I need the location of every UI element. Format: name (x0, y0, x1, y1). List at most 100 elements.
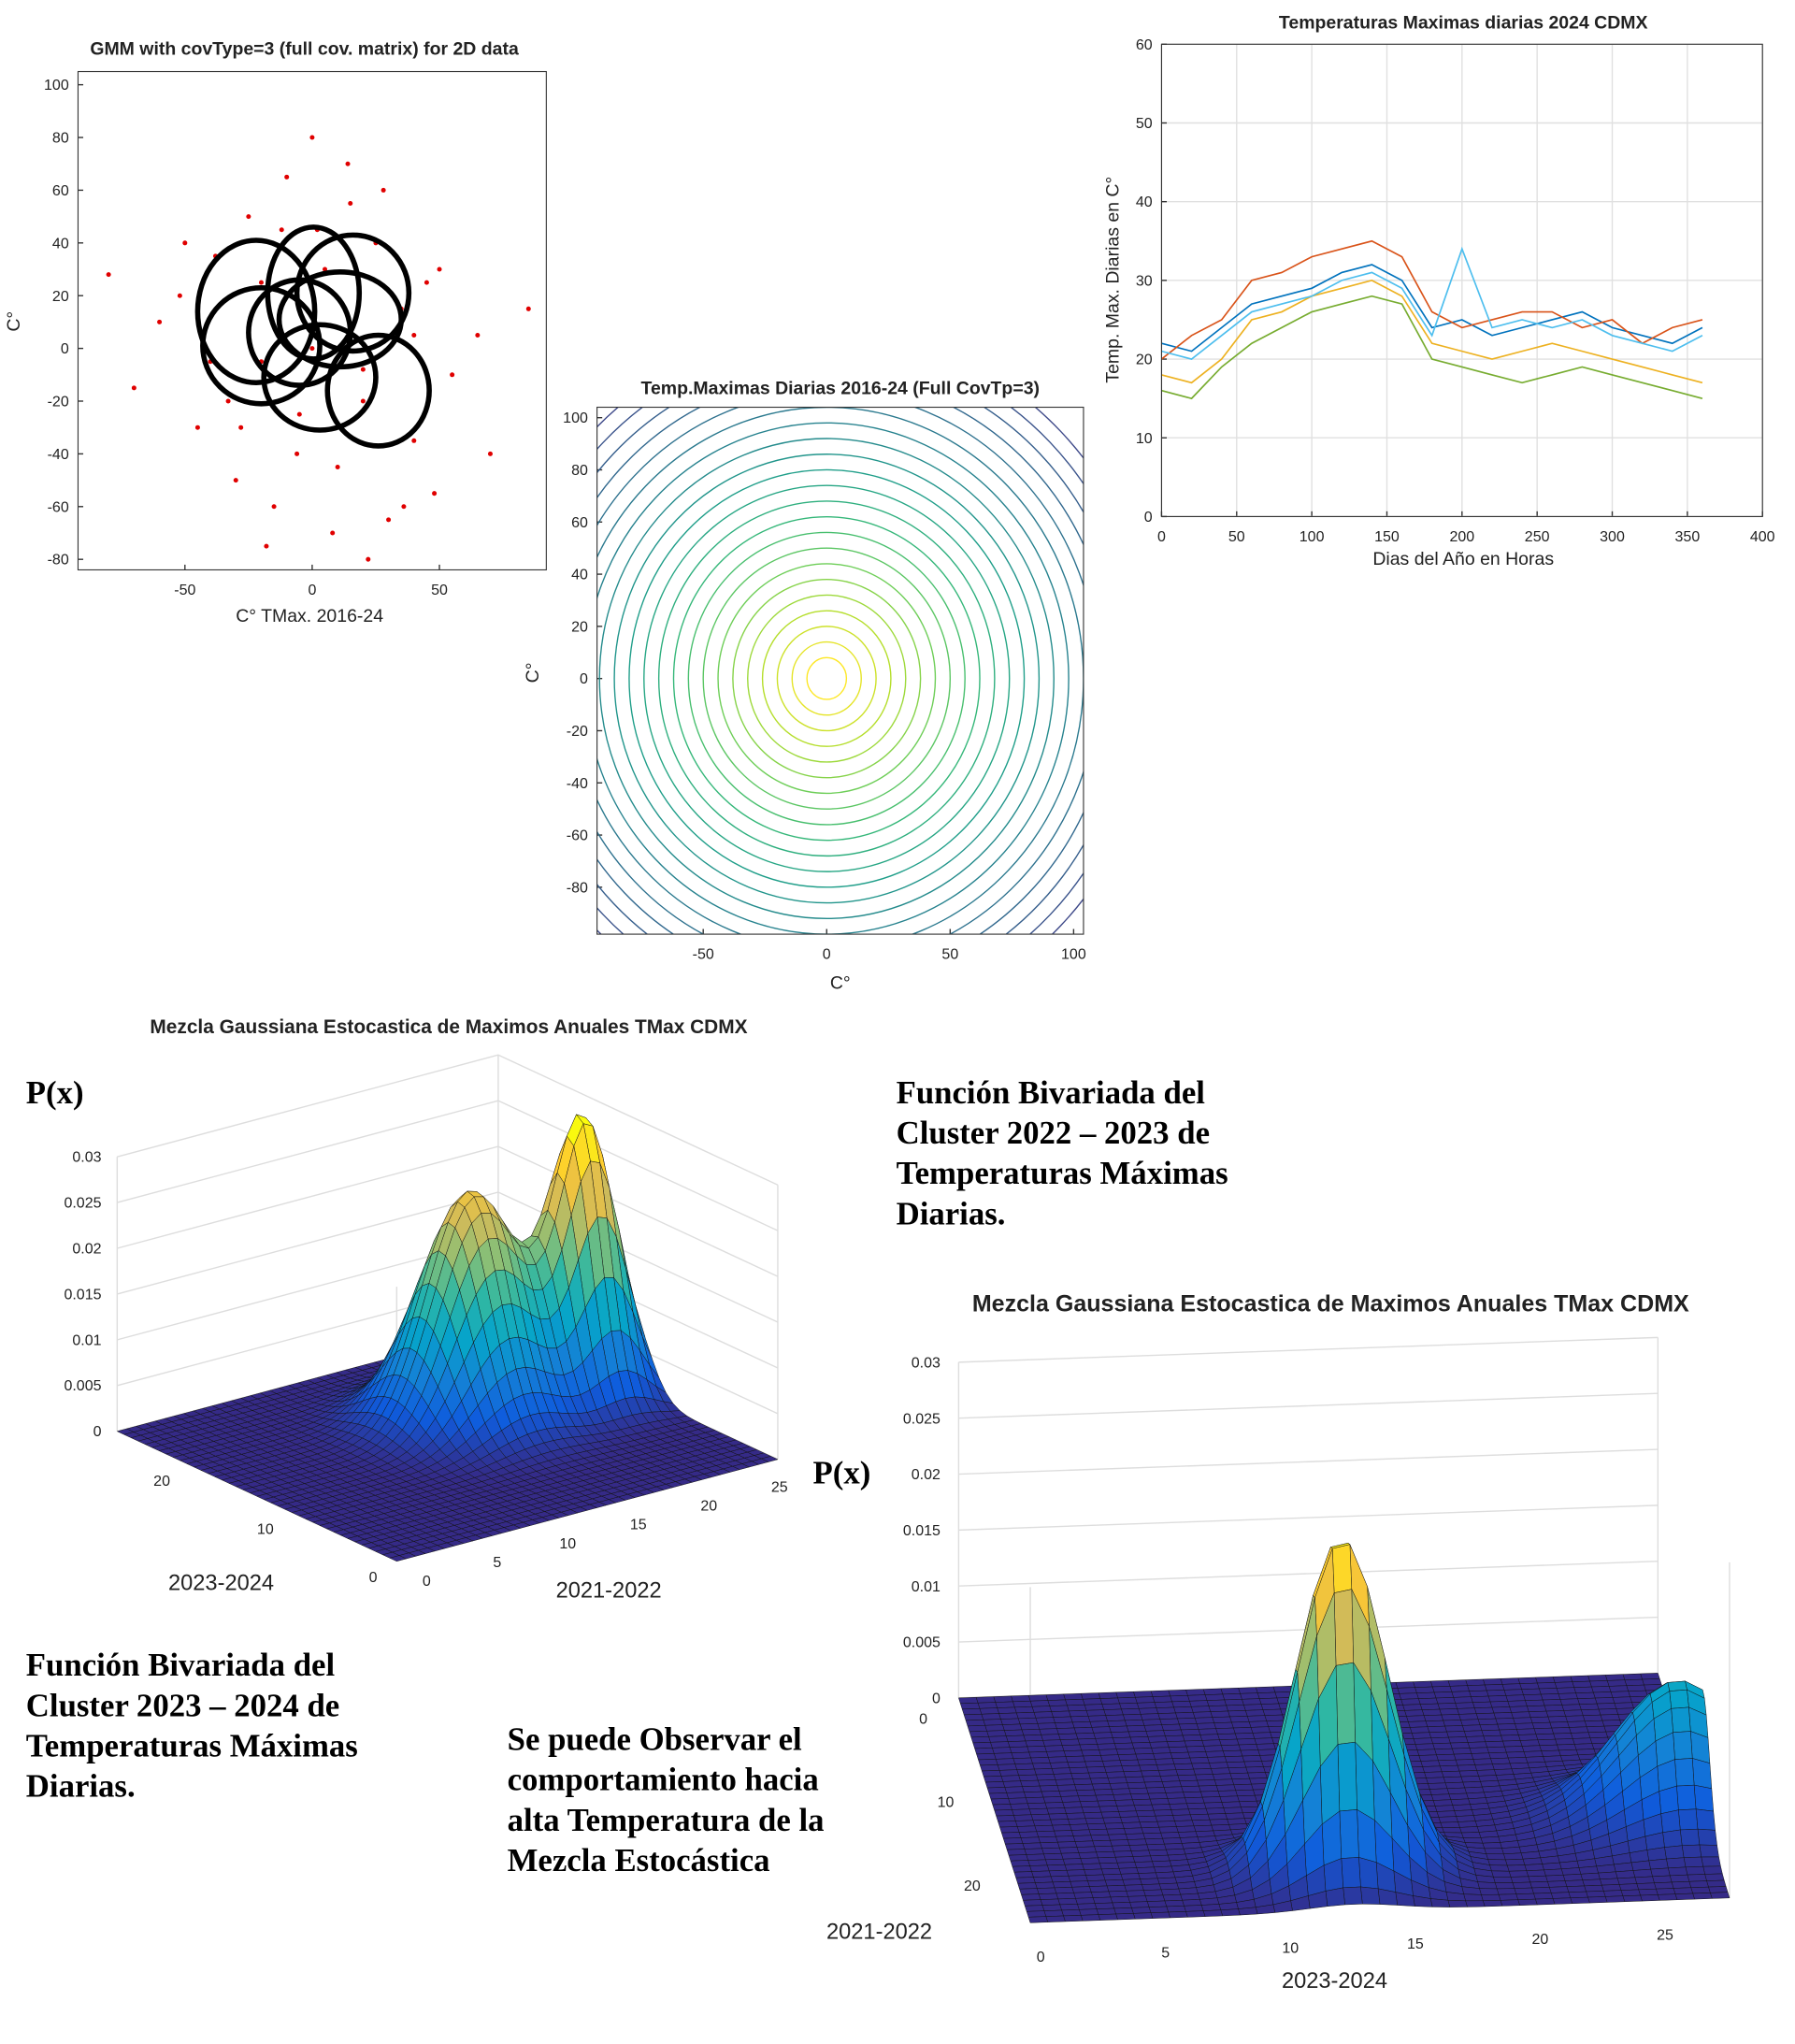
surface-patch (1002, 1837, 1024, 1845)
surface-patch (1558, 1692, 1578, 1700)
surface-patch (1618, 1883, 1639, 1891)
surface-patch (1018, 1774, 1039, 1781)
y-tick-label: 80 (571, 463, 588, 479)
surface-patch (1550, 1892, 1572, 1899)
surface-patch (1451, 1691, 1472, 1698)
surface-patch (1185, 1746, 1206, 1753)
annotation-line: Función Bivariada del (897, 1074, 1206, 1111)
surface-patch (1197, 1779, 1217, 1787)
surface-patch (1199, 1791, 1221, 1798)
surface-patch (1399, 1692, 1419, 1700)
plot-area (596, 407, 1084, 935)
surface-patch (1162, 1837, 1183, 1845)
surface-patch (1533, 1893, 1554, 1900)
surface-patch (1184, 1740, 1204, 1748)
scatter-point (386, 517, 392, 523)
surface-patch (1088, 1885, 1110, 1893)
surface-patch (1162, 1893, 1183, 1902)
surface-patch (981, 1713, 1001, 1720)
x-tick-label: 5 (493, 1555, 501, 1571)
scatter-point (381, 187, 386, 193)
contour-line (672, 516, 981, 842)
surface-patch (1462, 1837, 1484, 1844)
surface-patch (1189, 1757, 1210, 1764)
surface-patch (1471, 1695, 1491, 1703)
surface-patch (1219, 1738, 1240, 1746)
surface-patch (1132, 1855, 1153, 1863)
surface-patch (1246, 1715, 1268, 1722)
surface-patch (1142, 1883, 1162, 1891)
surface-patch (1028, 1807, 1050, 1816)
surface-patch (1685, 1865, 1705, 1876)
surface-patch (1059, 1904, 1080, 1911)
surface-patch (1011, 1751, 1031, 1759)
y-tick-label: 0 (61, 341, 69, 357)
surface-patch (1046, 1750, 1067, 1758)
surface-patch (1430, 1736, 1451, 1745)
surface-patch (1171, 1701, 1192, 1708)
surface-patch (1141, 1826, 1161, 1835)
surface-patch (1434, 1748, 1455, 1756)
surface-patch (1458, 1770, 1479, 1778)
surface-patch (1535, 1677, 1556, 1684)
surface-patch (1687, 1874, 1707, 1882)
surface-patch (1007, 1740, 1028, 1748)
surface-patch (1460, 1776, 1481, 1783)
surface-patch (1683, 1856, 1704, 1868)
surface-patch (1596, 1703, 1617, 1710)
surface-patch (1517, 1677, 1538, 1684)
surface-patch (1105, 1771, 1127, 1778)
surface-patch (1535, 1733, 1556, 1741)
surface-patch (1134, 1861, 1155, 1868)
surface-patch (1050, 1819, 1070, 1826)
surface-patch (1094, 1845, 1114, 1853)
surface-patch (1114, 1799, 1135, 1806)
surface-patch (1638, 1888, 1659, 1896)
surface-patch (995, 1758, 1016, 1765)
x-tick-label: 400 (1750, 529, 1775, 545)
surface-patch (1443, 1776, 1464, 1784)
surface-patch (963, 1713, 984, 1721)
y-tick-label: 20 (153, 1474, 170, 1490)
surface-patch (1519, 1682, 1540, 1690)
surface-patch (1133, 1804, 1155, 1812)
surface-patch (1160, 1888, 1181, 1896)
chart-title: Mezcla Gaussiana Estocastica de Maximos … (150, 1016, 747, 1038)
y-tick-label: 60 (1136, 37, 1153, 53)
surface-patch (1236, 1738, 1257, 1746)
surface-patch (1515, 1722, 1535, 1730)
surface-patch (1601, 1720, 1622, 1727)
surface-patch (1221, 1801, 1242, 1808)
surface-patch (1025, 1796, 1046, 1805)
surface-patch (1073, 1892, 1094, 1899)
surface-patch (1069, 1710, 1089, 1718)
surface-patch (1015, 1877, 1036, 1884)
surface-patch (1507, 1700, 1528, 1707)
surface-patch (1484, 1684, 1505, 1691)
surface-patch (1660, 1809, 1681, 1834)
surface-patch (1057, 1898, 1078, 1906)
surface-patch (1011, 1694, 1031, 1703)
surface-patch (1161, 1780, 1182, 1788)
surface-patch (1557, 1744, 1577, 1751)
surface-patch (1075, 1897, 1096, 1905)
line-series (1161, 279, 1703, 384)
surface-patch (993, 1695, 1013, 1703)
surface-patch (1138, 1707, 1159, 1715)
surface-patch (1616, 1877, 1638, 1885)
surface-patch (1431, 1686, 1453, 1693)
surface-patch (974, 1748, 995, 1755)
x-tick-label: 20 (700, 1498, 717, 1514)
x-axis-label: C° (830, 973, 851, 994)
surface-patch (1570, 1732, 1591, 1739)
surface-patch (1097, 1743, 1117, 1750)
z-tick-label: 0.02 (912, 1467, 941, 1483)
surface-patch (1032, 1763, 1053, 1770)
annotation-line: comportamiento hacia (508, 1762, 819, 1798)
surface-patch (1022, 1842, 1042, 1850)
surface-patch (1077, 1738, 1098, 1746)
surface-patch (1127, 1781, 1147, 1790)
surface-patch (1071, 1721, 1093, 1729)
surface-patch (1676, 1784, 1697, 1810)
surface-patch (1119, 1759, 1140, 1766)
